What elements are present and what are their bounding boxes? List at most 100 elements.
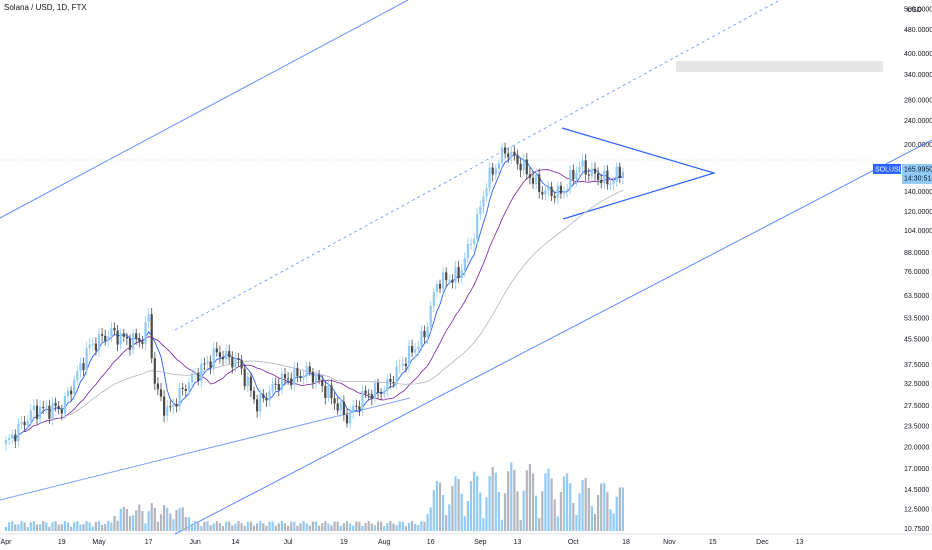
volume-bar xyxy=(324,521,327,531)
candle-body xyxy=(566,189,569,191)
candle-body xyxy=(20,421,23,424)
candle-body xyxy=(101,334,104,336)
volume-bar xyxy=(172,519,175,531)
candle-body xyxy=(398,365,401,367)
candle-body xyxy=(29,410,32,421)
candle-body xyxy=(181,387,184,389)
volume-bar xyxy=(197,522,200,531)
x-tick-label: Jun xyxy=(189,539,200,546)
volume-bar xyxy=(79,524,82,531)
volume-bar xyxy=(373,525,376,531)
y-tick-label: 45.5000 xyxy=(904,337,929,344)
x-tick-label: Apr xyxy=(1,539,13,546)
volume-bar xyxy=(35,524,39,531)
volume-bar xyxy=(389,521,392,531)
candle-body xyxy=(302,376,305,379)
volume-bar xyxy=(342,523,345,531)
support-trendline xyxy=(0,397,411,501)
volume-bar xyxy=(504,493,507,531)
volume-bar xyxy=(54,521,57,531)
volume-bar xyxy=(20,521,23,531)
currency-label: USD xyxy=(907,7,922,14)
volume-bar xyxy=(609,509,612,531)
candle-body xyxy=(442,272,445,289)
candle-body xyxy=(144,322,147,344)
volume-bar xyxy=(66,522,70,531)
y-tick-label: 32.5000 xyxy=(904,381,929,388)
candle-body xyxy=(414,349,417,353)
volume-bar xyxy=(531,473,535,531)
volume-bar xyxy=(559,492,562,531)
candle-body xyxy=(469,243,473,245)
volume-bar xyxy=(113,515,116,531)
candle-body xyxy=(541,191,544,195)
y-tick-label: 240.0000 xyxy=(904,118,932,125)
candle-body xyxy=(314,374,318,383)
candle-body xyxy=(522,159,525,171)
volume-bar xyxy=(290,521,293,531)
volume-bar xyxy=(513,469,516,531)
candle-body xyxy=(200,363,203,381)
volume-bar xyxy=(491,467,494,531)
volume-bar xyxy=(383,526,386,531)
candle-body xyxy=(187,382,190,391)
volume-bar xyxy=(200,526,203,531)
candle-body xyxy=(420,330,423,347)
volume-bar xyxy=(51,522,54,531)
dashed-trendline xyxy=(174,0,781,331)
candle-body xyxy=(26,420,29,426)
candle-body xyxy=(125,336,128,339)
volume-bar xyxy=(538,518,541,531)
candle-body xyxy=(256,399,259,412)
volume-bar xyxy=(60,524,63,531)
x-tick-label: Jul xyxy=(284,539,293,546)
candle-body xyxy=(299,376,302,379)
candle-body xyxy=(553,195,556,198)
candle-body xyxy=(107,336,110,341)
volume-bar xyxy=(376,521,380,531)
candle-body xyxy=(70,390,73,395)
volume-bar xyxy=(308,525,311,531)
candle-body xyxy=(45,405,48,408)
candle-body xyxy=(209,361,212,368)
volume-bar xyxy=(116,520,119,531)
candle-body xyxy=(88,344,91,349)
candle-body xyxy=(11,434,14,439)
volume-bar xyxy=(432,490,435,531)
volume-bar xyxy=(97,521,101,531)
candle-body xyxy=(404,363,407,367)
candle-body xyxy=(376,382,380,393)
candle-body xyxy=(274,383,277,385)
candle-body xyxy=(445,272,448,281)
candle-body xyxy=(336,403,339,411)
candle-body xyxy=(228,350,231,358)
volume-bar xyxy=(101,524,104,531)
volume-bar xyxy=(206,521,209,531)
volume-bar xyxy=(17,524,20,531)
volume-bar xyxy=(8,522,11,531)
volume-bar xyxy=(169,513,172,531)
candle-body xyxy=(538,174,541,192)
candle-body xyxy=(184,388,187,391)
volume-bar xyxy=(299,523,302,531)
volume-bar xyxy=(615,496,618,531)
volume-bar xyxy=(590,506,593,531)
volume-bar xyxy=(104,523,107,531)
volume-bar xyxy=(243,525,246,531)
candle-body xyxy=(615,166,618,182)
candle-body xyxy=(290,378,293,386)
candle-body xyxy=(407,345,411,367)
x-tick-label: 18 xyxy=(622,539,630,546)
volume-bar xyxy=(370,523,373,531)
candle-body xyxy=(113,327,116,331)
volume-bar xyxy=(451,485,454,531)
candle-body xyxy=(197,372,200,381)
x-tick-label: May xyxy=(92,539,106,546)
candle-body xyxy=(432,291,435,306)
volume-bar xyxy=(364,523,367,531)
volume-bar xyxy=(231,525,234,531)
x-tick-label: Sep xyxy=(474,539,487,546)
candle-body xyxy=(141,341,144,344)
volume-bar xyxy=(395,525,398,531)
